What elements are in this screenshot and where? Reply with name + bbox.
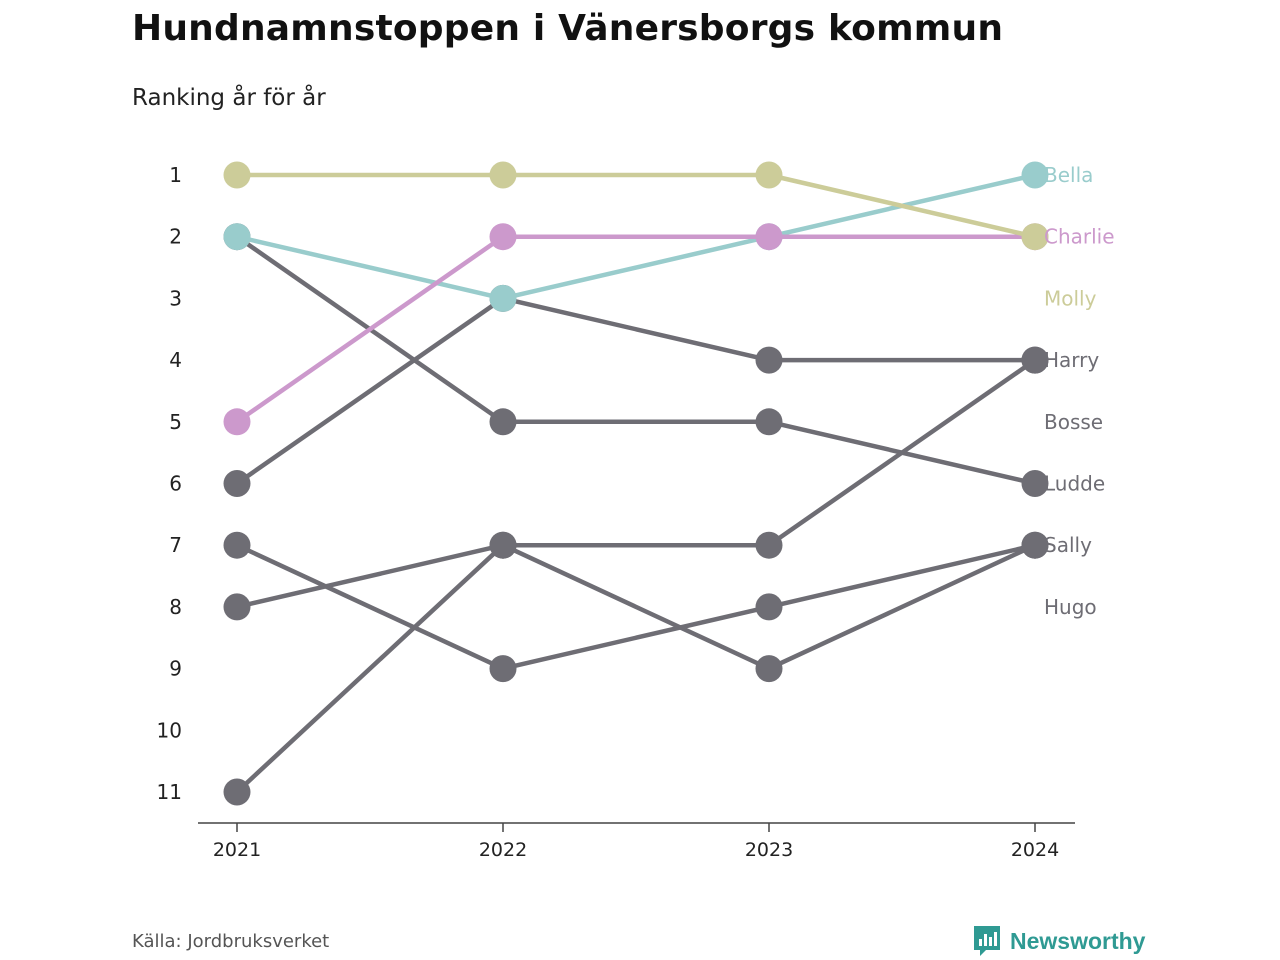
x-tick-label: 2024 bbox=[1011, 839, 1059, 861]
newsworthy-logo-icon bbox=[974, 926, 1000, 956]
end-label-molly: Molly bbox=[1044, 286, 1097, 310]
x-tick-label: 2021 bbox=[213, 839, 261, 861]
end-label-sally: Sally bbox=[1044, 533, 1092, 557]
point-ludde bbox=[1021, 346, 1049, 374]
point-charlie bbox=[755, 223, 783, 251]
point-bosse bbox=[489, 408, 517, 436]
end-label-bella: Bella bbox=[1044, 163, 1093, 187]
y-tick-label: 9 bbox=[169, 657, 182, 681]
y-tick-label: 10 bbox=[157, 718, 182, 742]
y-tick-label: 11 bbox=[157, 780, 182, 804]
point-sally bbox=[755, 655, 783, 683]
series-line-molly bbox=[234, 172, 1038, 239]
point-hugo bbox=[489, 655, 517, 683]
y-tick-label: 5 bbox=[169, 410, 182, 434]
y-tick-label: 8 bbox=[169, 595, 182, 619]
point-hugo bbox=[1021, 531, 1049, 559]
y-tick-label: 7 bbox=[169, 533, 182, 557]
point-molly bbox=[1021, 223, 1049, 251]
point-molly bbox=[755, 161, 783, 189]
point-bella bbox=[1021, 161, 1049, 189]
end-label-charlie: Charlie bbox=[1044, 225, 1115, 249]
chart-subtitle: Ranking år för år bbox=[132, 85, 326, 111]
point-bosse bbox=[755, 408, 783, 436]
x-tick-label: 2023 bbox=[745, 839, 793, 861]
point-hugo bbox=[223, 531, 251, 559]
point-harry bbox=[223, 470, 251, 497]
series-line-hugo bbox=[234, 542, 1038, 671]
series-line-ludde bbox=[234, 357, 1038, 795]
chart-title: Hundnamnstoppen i Vänersborgs kommun bbox=[132, 8, 1004, 49]
point-molly bbox=[489, 161, 517, 189]
y-tick-label: 6 bbox=[169, 472, 182, 496]
point-bosse bbox=[1021, 470, 1049, 497]
end-label-ludde: Ludde bbox=[1044, 472, 1105, 496]
end-label-harry: Harry bbox=[1044, 348, 1099, 372]
point-sally bbox=[489, 531, 517, 559]
end-label-hugo: Hugo bbox=[1044, 595, 1097, 619]
point-bella bbox=[223, 223, 251, 251]
y-tick-label: 1 bbox=[169, 163, 182, 187]
source-note: Källa: Jordbruksverket bbox=[132, 931, 330, 952]
point-ludde bbox=[755, 531, 783, 559]
y-tick-label: 4 bbox=[169, 348, 182, 372]
point-ludde bbox=[223, 778, 251, 806]
y-tick-label: 2 bbox=[169, 225, 182, 249]
series-line-sally bbox=[234, 542, 1038, 671]
brand-logo[interactable]: Newsworthy bbox=[972, 924, 1145, 958]
point-hugo bbox=[755, 593, 783, 621]
y-tick-label: 3 bbox=[169, 286, 182, 310]
point-charlie bbox=[223, 408, 251, 436]
point-sally bbox=[223, 593, 251, 621]
x-tick-label: 2022 bbox=[479, 839, 527, 861]
brand-name: Newsworthy bbox=[1010, 927, 1146, 954]
point-molly bbox=[223, 161, 251, 189]
end-label-bosse: Bosse bbox=[1044, 410, 1103, 434]
series-line-charlie bbox=[234, 234, 1038, 425]
point-bella bbox=[489, 284, 517, 312]
series-line-harry bbox=[234, 296, 1038, 486]
point-harry bbox=[755, 346, 783, 374]
point-charlie bbox=[489, 223, 517, 251]
